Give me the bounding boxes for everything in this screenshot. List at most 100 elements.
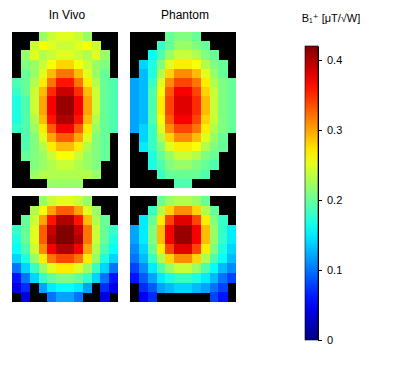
heatmap-cell [201, 87, 210, 97]
axis-line [318, 47, 319, 341]
heatmap-cell [30, 151, 39, 161]
heatmap-cell [210, 206, 219, 216]
heatmap-cell [165, 115, 174, 125]
heatmap-cell [157, 41, 166, 51]
heatmap-cell [56, 292, 65, 302]
heatmap-cell [109, 124, 118, 134]
heatmap-cell [148, 206, 157, 216]
heatmap-cell [56, 96, 65, 106]
heatmap-cell [165, 206, 174, 216]
heatmap-cell [65, 32, 74, 42]
heatmap-cell [12, 273, 21, 283]
heatmap-cell [83, 196, 92, 206]
heatmap-cell [47, 215, 56, 225]
heatmap-cell [165, 254, 174, 264]
heatmap-cell [218, 283, 227, 293]
heatmap-cell [56, 78, 65, 88]
heatmap-cell [83, 96, 92, 106]
heatmap-cell [183, 41, 192, 51]
heatmap-cell [47, 292, 56, 302]
heatmap-cell [218, 78, 227, 88]
heatmap-cell [74, 105, 83, 115]
heatmap-cell [21, 244, 30, 254]
heatmap-cell [39, 151, 48, 161]
heatmap-cell [109, 235, 118, 245]
heatmap-cell [74, 78, 83, 88]
heatmap-cell [165, 50, 174, 60]
heatmap-cell [92, 160, 101, 170]
heatmap-cell [165, 87, 174, 97]
heatmap-cell [174, 160, 183, 170]
heatmap-cell [30, 96, 39, 106]
heatmap-cell [148, 273, 157, 283]
heatmap-cell [157, 206, 166, 216]
heatmap-cell [100, 60, 109, 70]
heatmap-cell [83, 263, 92, 273]
heatmap-cell [183, 142, 192, 152]
heatmap-cell [56, 105, 65, 115]
heatmap-cell [83, 254, 92, 264]
heatmap-cell [74, 96, 83, 106]
heatmap-cell [21, 124, 30, 134]
heatmap-cell [92, 50, 101, 60]
heatmap-cell [65, 105, 74, 115]
heatmap-cell [165, 283, 174, 293]
heatmap-cell [174, 235, 183, 245]
heatmap-cell [157, 244, 166, 254]
heatmap-cell [174, 115, 183, 125]
heatmap-cell [65, 283, 74, 293]
heatmap-cell [130, 263, 139, 273]
heatmap-cell [157, 105, 166, 115]
heatmap-cell [174, 179, 183, 188]
heatmap-cell [139, 115, 148, 125]
panel-background [130, 196, 236, 302]
heatmap-cell [65, 273, 74, 283]
tick-mark [318, 60, 322, 61]
heatmap-cell [30, 244, 39, 254]
heatmap-cell [192, 41, 201, 51]
heatmap-cell [92, 244, 101, 254]
heatmap-cell [74, 179, 83, 188]
heatmap-cell [227, 225, 236, 235]
heatmap-cell [227, 263, 236, 273]
heatmap-cell [56, 235, 65, 245]
heatmap-cell [100, 124, 109, 134]
heatmap-cell [218, 244, 227, 254]
heatmap-cell [130, 78, 139, 88]
heatmap-cell [165, 32, 174, 42]
heatmap-cell [47, 78, 56, 88]
heatmap-cell [227, 96, 236, 106]
heatmap-cell [47, 50, 56, 60]
heatmap-cell [148, 50, 157, 60]
heatmap-cell [12, 96, 21, 106]
heatmap-cell [183, 225, 192, 235]
heatmap-cell [100, 254, 109, 264]
heatmap-cell [30, 273, 39, 283]
heatmap-cell [210, 60, 219, 70]
heatmap-cell [21, 263, 30, 273]
heatmap-cell [12, 105, 21, 115]
heatmap-cell [183, 124, 192, 134]
heatmap-cell [56, 283, 65, 293]
heatmap-cell [210, 292, 219, 302]
heatmap-cell [165, 133, 174, 143]
heatmap-cell [210, 133, 219, 143]
heatmap-cell [74, 244, 83, 254]
heatmap-cell [65, 124, 74, 134]
heatmap-cell [30, 60, 39, 70]
heatmap-cell [183, 160, 192, 170]
heatmap-cell [192, 96, 201, 106]
heatmap-cell [148, 124, 157, 134]
heatmap-cell [192, 196, 201, 206]
heatmap-cell [30, 50, 39, 60]
heatmap-cell [201, 69, 210, 79]
heatmap-cell [65, 87, 74, 97]
heatmap-cell [47, 244, 56, 254]
heatmap-cell [165, 142, 174, 152]
heatmap-cell [12, 235, 21, 245]
heatmap-cell [139, 69, 148, 79]
heatmap-cell [74, 263, 83, 273]
heatmap-cell [210, 50, 219, 60]
heatmap-cell [21, 215, 30, 225]
heatmap-cell [201, 225, 210, 235]
